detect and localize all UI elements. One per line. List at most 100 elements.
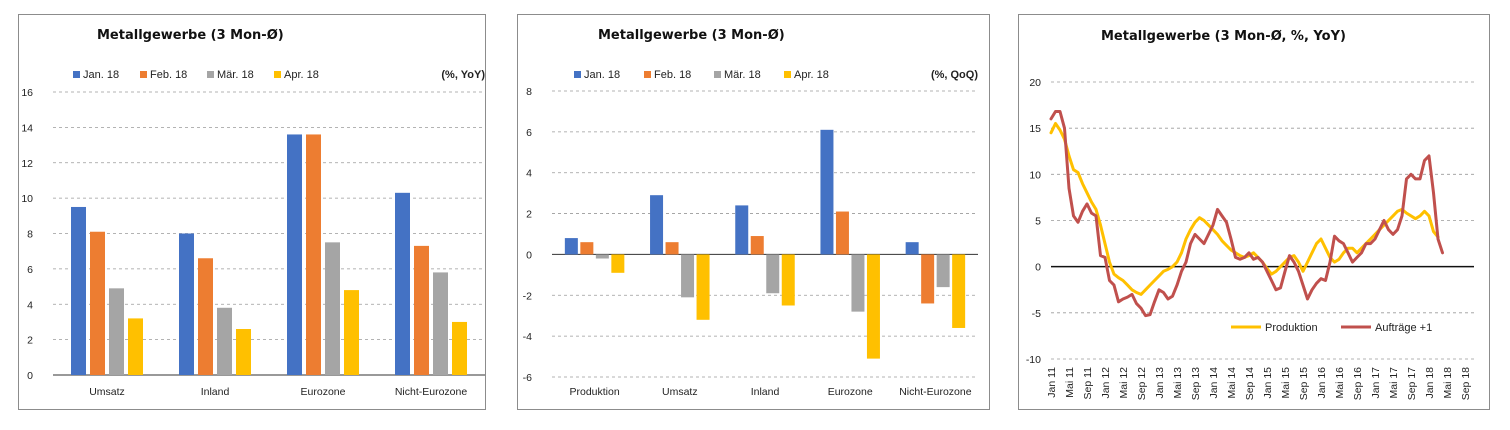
bar-umsatz-0 — [650, 195, 664, 255]
x-category-label: Nicht-Eurozone — [899, 386, 972, 398]
bar-eurozone-3 — [344, 290, 359, 375]
bar-inland-0 — [179, 233, 194, 375]
x-category-label: Produktion — [569, 386, 619, 398]
legend-swatch-1 — [644, 71, 651, 78]
bar-umsatz-2 — [681, 254, 695, 298]
bar-nicht-eurozone-2 — [936, 254, 950, 288]
bar-eurozone-3 — [866, 254, 880, 359]
y-tick-label: 10 — [1029, 169, 1041, 181]
bar-inland-1 — [750, 236, 764, 255]
x-category-label: Inland — [751, 386, 780, 398]
y-tick-label: 0 — [27, 370, 33, 382]
chart-production-orders-lines: Metallgewerbe (3 Mon-Ø, %, YoY) -10 -5 0 5 10… — [1026, 29, 1474, 400]
chart-title: Metallgewerbe (3 Mon-Ø) — [97, 28, 284, 43]
bar-inland-2 — [217, 307, 232, 375]
bar-inland-3 — [781, 254, 795, 306]
unit-label: (%, YoY) — [441, 69, 485, 81]
legend-label-1: Feb. 18 — [150, 69, 187, 81]
y-tick-label: -2 — [523, 290, 532, 302]
bar-umsatz-1 — [665, 242, 679, 255]
legend-label-3: Apr. 18 — [284, 69, 319, 81]
y-tick-label: 10 — [21, 193, 33, 205]
legend-swatch-2 — [714, 71, 721, 78]
x-tick-label: Mai 18 — [1442, 367, 1454, 399]
legend-swatch-1 — [140, 71, 147, 78]
series-line-auftraege — [1049, 110, 1444, 318]
bar-nicht-eurozone-1 — [414, 245, 429, 375]
bar-eurozone-0 — [287, 134, 302, 375]
x-tick-label: Sep 17 — [1406, 367, 1418, 400]
series-line-produktion — [1049, 122, 1440, 296]
bar-nicht-eurozone-3 — [452, 321, 467, 375]
y-tick-label: 16 — [21, 87, 33, 99]
unit-label: (%, QoQ) — [931, 69, 978, 81]
legend-label-1: Aufträge +1 — [1375, 322, 1432, 334]
y-tick-label: 8 — [27, 229, 33, 241]
bar-produktion-1 — [580, 242, 594, 255]
x-tick-label: Sep 18 — [1460, 367, 1472, 400]
x-tick-label: Jan 16 — [1316, 367, 1328, 399]
x-tick-label: Sep 16 — [1352, 367, 1364, 400]
bar-eurozone-2 — [325, 242, 340, 375]
chart-yoy-bars: Metallgewerbe (3 Mon-Ø) Jan. 18 Feb. 18 Mär… — [21, 28, 485, 398]
y-tick-label: -6 — [523, 372, 532, 384]
x-tick-label: Mai 15 — [1280, 367, 1292, 399]
x-tick-label: Jan 15 — [1262, 367, 1274, 399]
y-tick-label: 14 — [21, 122, 33, 134]
y-tick-label: 8 — [526, 86, 532, 98]
y-tick-label: 2 — [27, 335, 33, 347]
legend-swatch-0 — [574, 71, 581, 78]
x-category-label: Nicht-Eurozone — [395, 386, 468, 398]
x-tick-label: Mai 11 — [1064, 367, 1076, 398]
legend-label-2: Mär. 18 — [217, 69, 254, 81]
x-tick-label: Mai 14 — [1226, 367, 1238, 399]
x-category-label: Eurozone — [828, 386, 873, 398]
x-tick-label: Sep 13 — [1190, 367, 1202, 400]
bar-inland-3 — [236, 329, 251, 375]
bar-eurozone-2 — [851, 254, 865, 312]
legend-label-0: Produktion — [1265, 322, 1318, 334]
y-tick-label: 12 — [21, 158, 33, 170]
legend-swatch-3 — [274, 71, 281, 78]
legend-swatch-3 — [784, 71, 791, 78]
y-tick-label: 6 — [526, 127, 532, 139]
x-tick-label: Jan 11 — [1046, 367, 1058, 398]
bar-umsatz-1 — [90, 231, 105, 375]
x-category-label: Eurozone — [301, 386, 346, 398]
legend-label-0: Jan. 18 — [83, 69, 119, 81]
x-tick-label: Jan 12 — [1100, 367, 1112, 399]
bar-nicht-eurozone-0 — [905, 242, 919, 255]
x-tick-label: Mai 12 — [1118, 367, 1130, 399]
x-category-label: Umsatz — [89, 386, 125, 398]
x-tick-label: Jan 14 — [1208, 367, 1220, 399]
x-tick-label: Jan 13 — [1154, 367, 1166, 399]
x-category-label: Umsatz — [662, 386, 698, 398]
y-tick-label: -5 — [1032, 308, 1041, 320]
x-tick-label: Jan 18 — [1424, 367, 1436, 399]
legend-label-3: Apr. 18 — [794, 69, 829, 81]
chart-title: Metallgewerbe (3 Mon-Ø, %, YoY) — [1101, 29, 1346, 44]
x-tick-label: Mai 13 — [1172, 367, 1184, 399]
bar-nicht-eurozone-0 — [395, 192, 410, 375]
bar-inland-0 — [735, 205, 749, 255]
bar-nicht-eurozone-1 — [921, 254, 935, 304]
x-tick-label: Sep 15 — [1298, 367, 1310, 400]
legend-label-2: Mär. 18 — [724, 69, 761, 81]
bar-produktion-3 — [611, 254, 625, 273]
y-tick-label: -10 — [1026, 354, 1041, 366]
panel-yoy-bar-chart: Metallgewerbe (3 Mon-Ø) Jan. 18 Feb. 18 Mär… — [18, 14, 486, 410]
x-tick-label: Sep 14 — [1244, 367, 1256, 400]
x-tick-label: Mai 17 — [1388, 367, 1400, 399]
y-tick-label: 6 — [27, 264, 33, 276]
x-tick-label: Mai 16 — [1334, 367, 1346, 399]
y-tick-label: 15 — [1029, 123, 1041, 135]
bar-eurozone-1 — [835, 211, 849, 255]
y-tick-label: 0 — [526, 249, 532, 261]
legend-label-0: Jan. 18 — [584, 69, 620, 81]
x-tick-label: Sep 12 — [1136, 367, 1148, 400]
legend-swatch-2 — [207, 71, 214, 78]
chart-qoq-bars: Metallgewerbe (3 Mon-Ø) Jan. 18 Feb. 18 Mär… — [523, 28, 979, 398]
panel-qoq-bar-chart: Metallgewerbe (3 Mon-Ø) Jan. 18 Feb. 18 Mär… — [517, 14, 990, 410]
x-category-label: Inland — [201, 386, 230, 398]
bar-eurozone-1 — [306, 134, 321, 375]
